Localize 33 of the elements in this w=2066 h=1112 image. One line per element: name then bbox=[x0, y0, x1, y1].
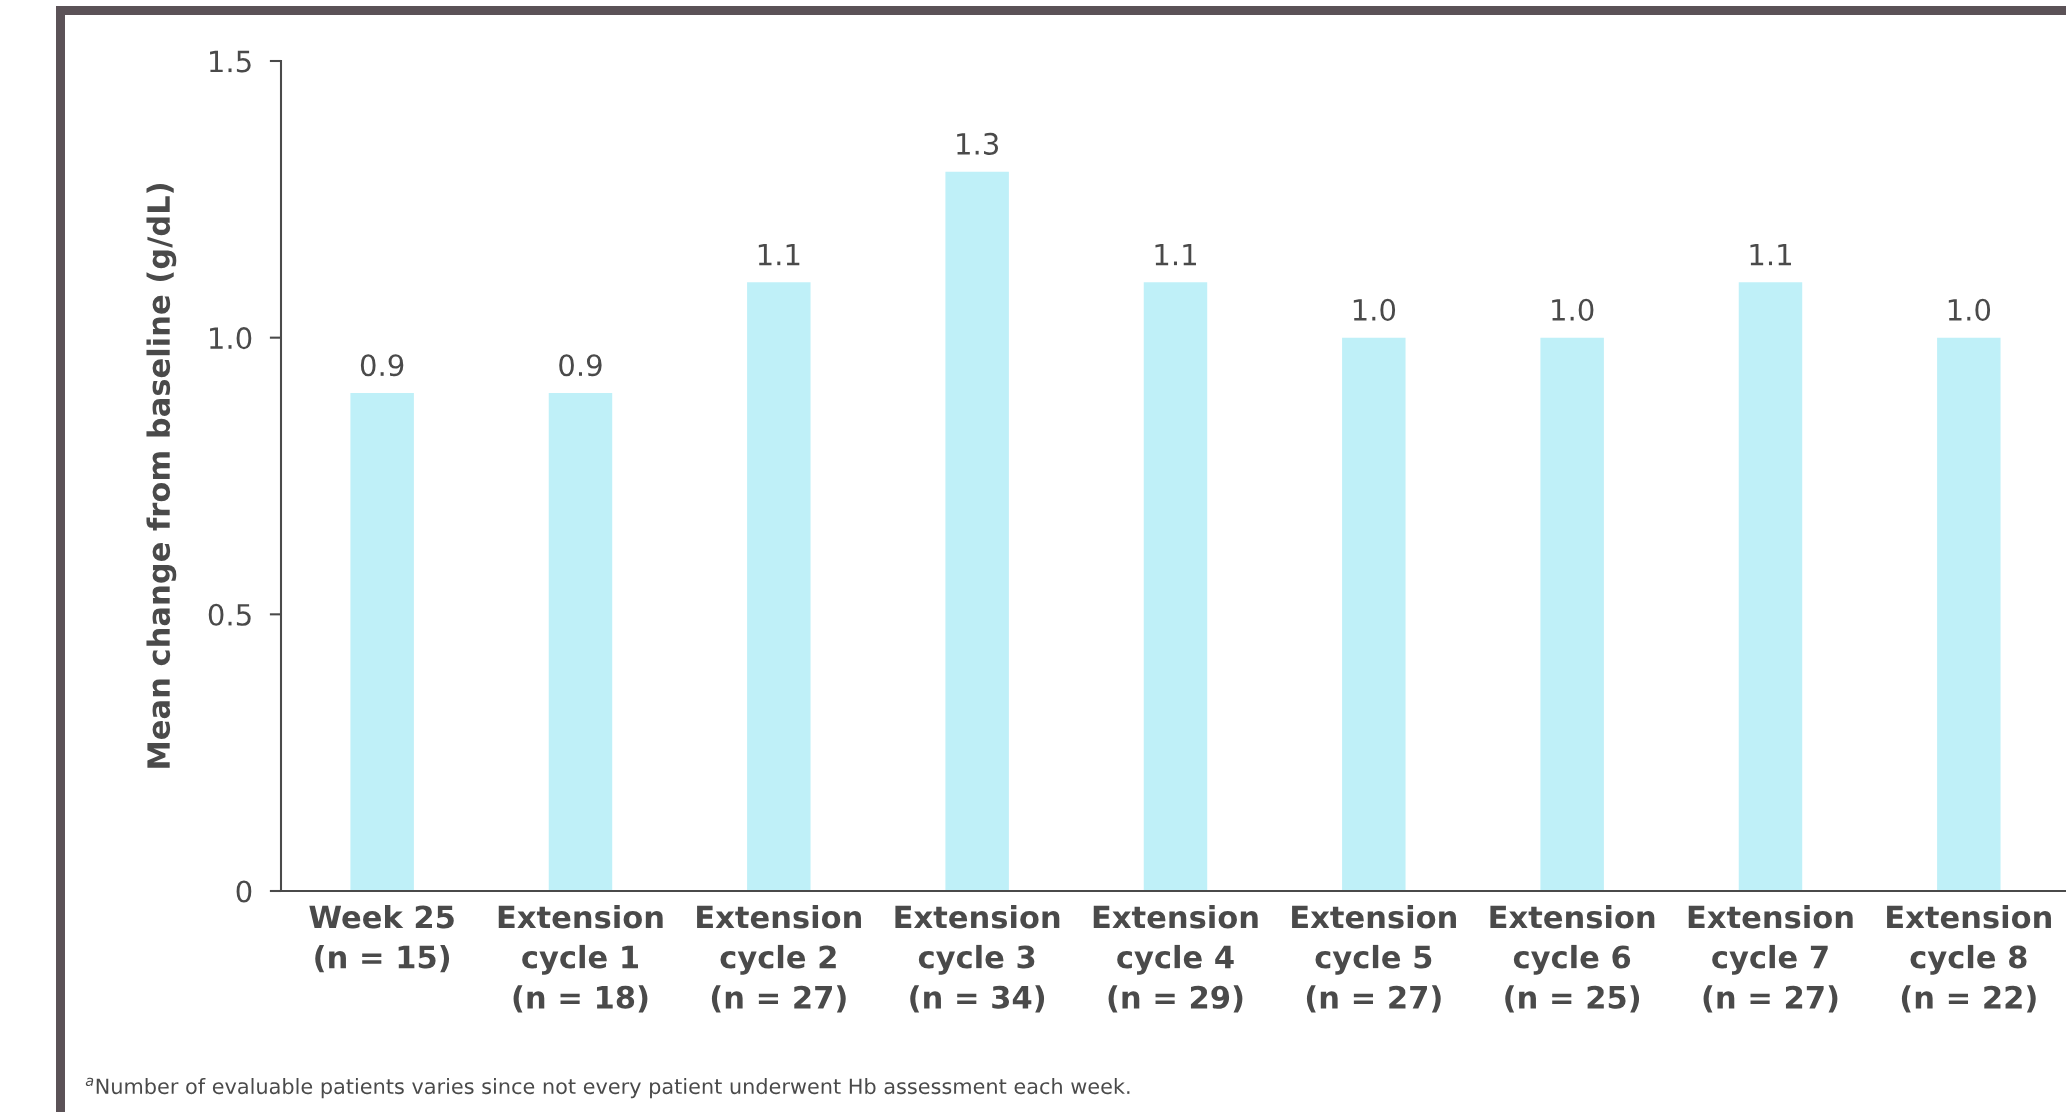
data-label: 0.9 bbox=[559, 354, 602, 377]
data-label: 1.0 bbox=[1552, 298, 1594, 321]
y-tick-label: 0.5 bbox=[208, 603, 251, 626]
data-label: 1.1 bbox=[1155, 243, 1196, 266]
bar bbox=[1540, 337, 1604, 891]
y-tick-label: 1.0 bbox=[210, 327, 252, 350]
y-axis-title: Mean change from baseline (g/dL) bbox=[146, 184, 177, 768]
bar bbox=[350, 393, 414, 891]
x-tick-label: Extension cycle 5 (n = 27) bbox=[1292, 904, 1456, 1013]
x-tick-label: Week 25 (n = 15) bbox=[309, 904, 454, 973]
bar bbox=[548, 393, 613, 891]
x-tick-label: Extension cycle 6 (n = 25) bbox=[1490, 904, 1655, 1013]
bar bbox=[1738, 282, 1803, 891]
data-label: 0.9 bbox=[360, 354, 404, 377]
x-tick-label: Extension cycle 3 (n = 34) bbox=[895, 904, 1060, 1013]
data-label: 1.0 bbox=[1948, 298, 1991, 321]
bar bbox=[1342, 337, 1406, 891]
x-tick-label: Extension cycle 7 (n = 27) bbox=[1688, 904, 1853, 1013]
data-label: 1.1 bbox=[1750, 243, 1791, 266]
y-tick-label: 1.5 bbox=[210, 50, 251, 73]
data-label: 1.1 bbox=[758, 243, 800, 266]
x-tick-label: Extension cycle 2 (n = 27) bbox=[697, 904, 861, 1013]
text: $^{a}$Number of evaluable patients varies since not every patient underwent Hb assessment each week. bbox=[85, 1077, 1130, 1099]
x-tick-label: Extension cycle 8 (n = 22) bbox=[1887, 904, 2051, 1013]
data-label: 1.3 bbox=[957, 132, 999, 155]
bar bbox=[1937, 337, 2001, 891]
data-label: 1.0 bbox=[1353, 298, 1396, 321]
bar bbox=[945, 171, 1009, 891]
y-tick-label: 0 bbox=[236, 880, 252, 903]
x-tick-label: Extension cycle 4 (n = 29) bbox=[1093, 904, 1258, 1013]
bar bbox=[1143, 282, 1208, 891]
x-tick-label: Extension cycle 1 (n = 18) bbox=[498, 904, 663, 1013]
bar bbox=[747, 282, 811, 891]
